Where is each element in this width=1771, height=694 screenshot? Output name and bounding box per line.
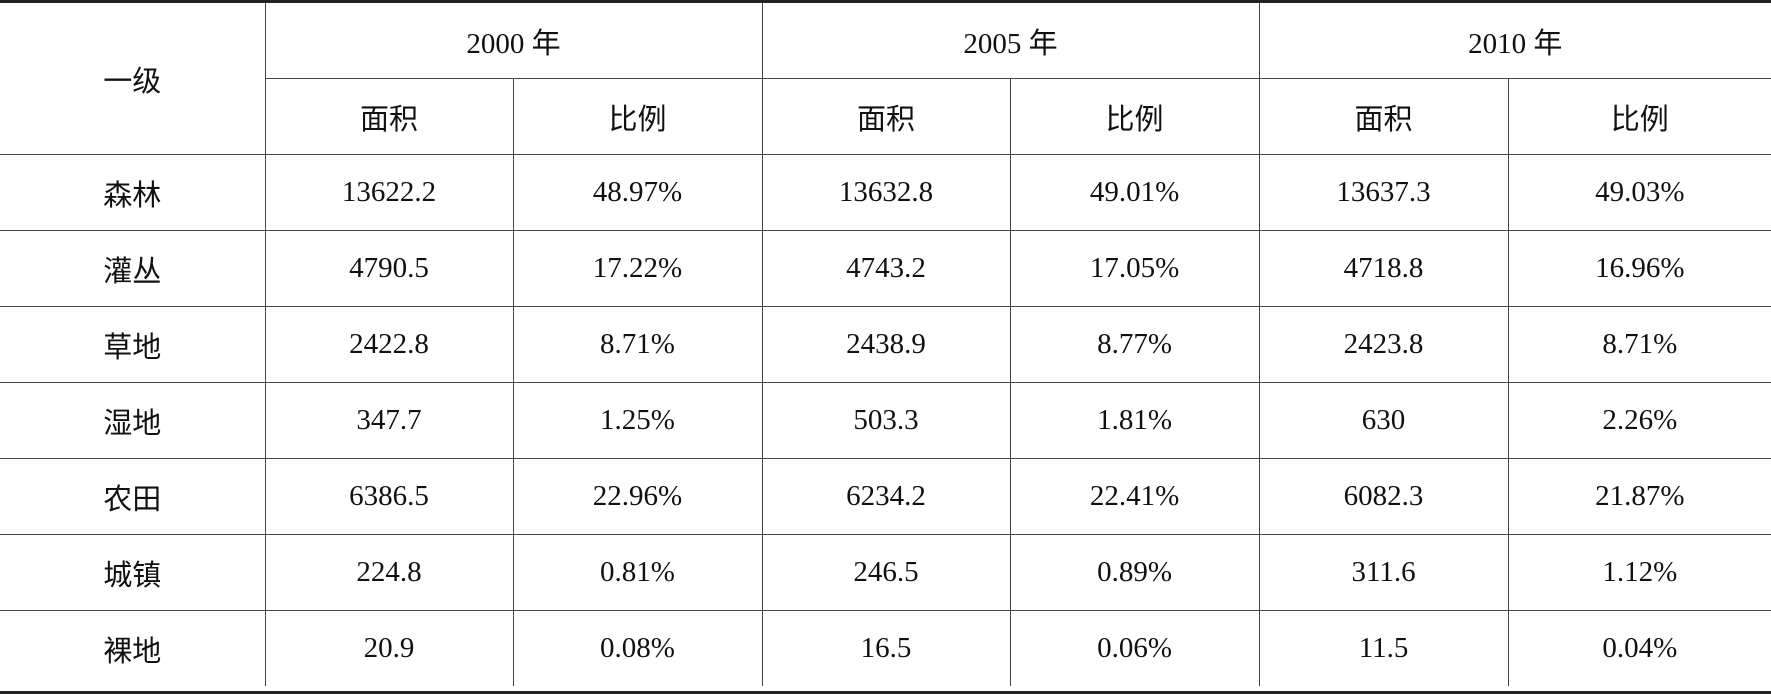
data-cell: 0.04% — [1507, 610, 1771, 686]
row-label: 灌丛 — [0, 230, 266, 307]
data-cell: 4743.2 — [761, 230, 1011, 307]
data-cell: 17.05% — [1009, 230, 1260, 307]
row-label: 裸地 — [0, 610, 266, 686]
data-cell: 13637.3 — [1258, 154, 1509, 231]
data-cell: 6234.2 — [761, 458, 1011, 535]
data-cell: 246.5 — [761, 534, 1011, 611]
data-cell: 1.81% — [1009, 382, 1260, 459]
row-label: 森林 — [0, 154, 266, 231]
data-cell: 22.41% — [1009, 458, 1260, 535]
data-cell: 21.87% — [1507, 458, 1771, 535]
data-cell: 347.7 — [264, 382, 514, 459]
data-cell: 6082.3 — [1258, 458, 1509, 535]
data-cell: 8.71% — [1507, 306, 1771, 383]
data-cell: 4790.5 — [264, 230, 514, 307]
data-cell: 311.6 — [1258, 534, 1509, 611]
column-header: 面积 — [265, 78, 514, 155]
data-cell: 0.89% — [1009, 534, 1260, 611]
column-header: 比例 — [512, 78, 763, 155]
data-cell: 48.97% — [512, 154, 763, 231]
land-cover-table: 一级 2000 年 2005 年 2010 年面积 比例 面积 比例 面积 比例 森林 13622.… — [0, 3, 1771, 686]
row-label: 湿地 — [0, 382, 266, 459]
data-cell: 22.96% — [512, 458, 763, 535]
data-row: 灌丛 4790.5 17.22% 4743.2 17.05% 4718.8 16.96% — [0, 230, 1771, 307]
data-cell: 8.77% — [1009, 306, 1260, 383]
year-header: 2000 年 — [264, 3, 763, 79]
header-row: 一级 2000 年 2005 年 2010 年 — [0, 3, 1771, 155]
year-header: 2005 年 — [761, 3, 1260, 79]
data-cell: 11.5 — [1258, 610, 1509, 686]
data-cell: 13632.8 — [761, 154, 1011, 231]
data-cell: 2438.9 — [761, 306, 1011, 383]
data-cell: 503.3 — [761, 382, 1011, 459]
corner-header: 一级 — [0, 3, 266, 155]
data-cell: 8.71% — [512, 306, 763, 383]
data-cell: 49.03% — [1507, 154, 1771, 231]
data-cell: 0.81% — [512, 534, 763, 611]
subheader-row: 面积 比例 面积 比例 面积 比例 — [0, 78, 1771, 155]
column-header: 比例 — [1507, 78, 1771, 155]
data-cell: 2423.8 — [1258, 306, 1509, 383]
data-cell: 49.01% — [1009, 154, 1260, 231]
data-cell: 224.8 — [264, 534, 514, 611]
row-label: 农田 — [0, 458, 266, 535]
row-label: 草地 — [0, 306, 266, 383]
data-cell: 16.5 — [761, 610, 1011, 686]
data-cell: 0.06% — [1009, 610, 1260, 686]
column-header: 比例 — [1009, 78, 1260, 155]
data-cell: 16.96% — [1507, 230, 1771, 307]
data-cell: 4718.8 — [1258, 230, 1509, 307]
data-row: 森林 13622.2 48.97% 13632.8 49.01% 13637.3 49.03… — [0, 154, 1771, 231]
column-header: 面积 — [761, 78, 1011, 155]
data-row: 裸地 20.9 0.08% 16.5 0.06% 11.5 0.04% — [0, 610, 1771, 686]
data-cell: 2.26% — [1507, 382, 1771, 459]
column-header: 面积 — [1258, 78, 1509, 155]
data-cell: 17.22% — [512, 230, 763, 307]
data-cell: 1.12% — [1507, 534, 1771, 611]
data-cell: 2422.8 — [264, 306, 514, 383]
data-cell: 13622.2 — [264, 154, 514, 231]
data-row: 草地 2422.8 8.71% 2438.9 8.77% 2423.8 8.71% — [0, 306, 1771, 383]
data-row: 城镇 224.8 0.81% 246.5 0.89% 311.6 1.12% — [0, 534, 1771, 611]
data-row: 农田 6386.5 22.96% 6234.2 22.41% 6082.3 21.87% — [0, 458, 1771, 535]
data-cell: 0.08% — [512, 610, 763, 686]
row-label: 城镇 — [0, 534, 266, 611]
data-cell: 1.25% — [512, 382, 763, 459]
year-header: 2010 年 — [1258, 3, 1771, 79]
data-cell: 630 — [1258, 382, 1509, 459]
data-cell: 6386.5 — [264, 458, 514, 535]
data-row: 湿地 347.7 1.25% 503.3 1.81% 630 2.26% — [0, 382, 1771, 459]
data-cell: 20.9 — [264, 610, 514, 686]
